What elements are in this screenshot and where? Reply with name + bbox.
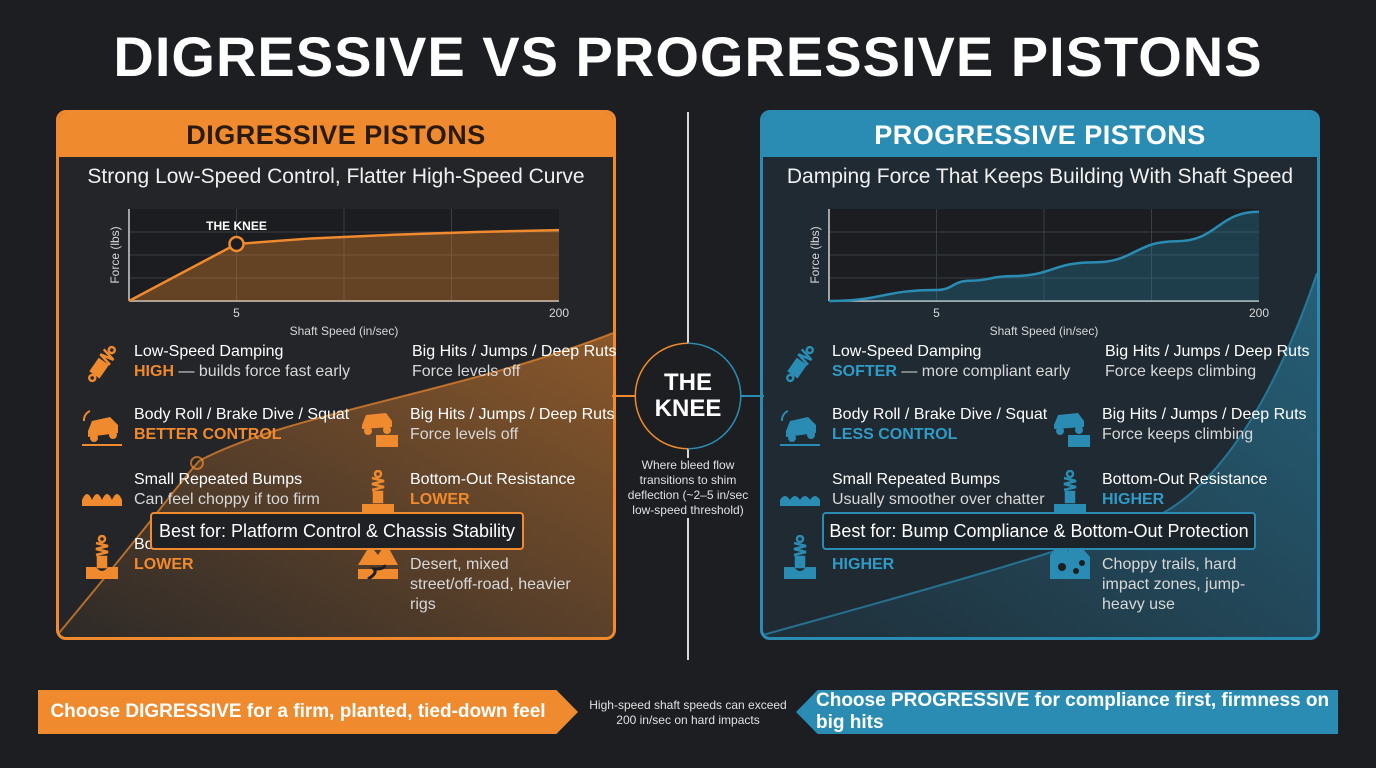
feature-highlight: LESS CONTROL	[832, 426, 958, 443]
feature-value: Force keeps climbing	[1105, 363, 1257, 380]
feature-value: Can feel choppy if too firm	[134, 491, 320, 508]
feature-highlight: SOFTER	[832, 363, 897, 380]
series-line	[828, 210, 1260, 303]
feature-highlight: HIGHER	[832, 556, 895, 573]
feature-value: — more compliant early	[896, 363, 1071, 380]
best-for-digressive: Best for: Platform Control & Chassis Sta…	[150, 512, 524, 550]
x-tick-label: 200	[1249, 306, 1269, 320]
feature-value: Force levels off	[412, 363, 521, 380]
feature-value: Choppy trails, hard impact zones, jump-h…	[1102, 556, 1246, 613]
knee-note: Where bleed flow transitions to shim def…	[620, 458, 756, 518]
feature-title: Body Roll / Brake Dive / Squat	[134, 406, 350, 423]
feature-value: Force keeps climbing	[1102, 426, 1254, 443]
feature-title: Small Repeated Bumps	[134, 471, 303, 488]
progressive-header: PROGRESSIVE PISTONS	[763, 113, 1317, 157]
y-axis-label: Force (lbs)	[808, 226, 822, 283]
feature-value: Force levels off	[410, 426, 519, 443]
knee-marker	[228, 235, 245, 253]
feature-low-speed-damping-right: Low-Speed Damping SOFTER — more complian…	[778, 342, 1070, 386]
x-tick-label: 5	[233, 306, 240, 320]
page-title: DIGRESSIVE VS PROGRESSIVE PISTONS	[113, 25, 1263, 88]
feature-highlight: LOWER	[410, 491, 470, 508]
feature-body-roll-left: Body Roll / Brake Dive / Squat BETTER CO…	[80, 405, 349, 449]
feature-value: Desert, mixed street/off-road, heavier r…	[410, 556, 571, 613]
bumps-icon	[780, 496, 820, 506]
feature-title: Low-Speed Damping	[134, 343, 284, 360]
shock-absorber-icon	[785, 345, 815, 383]
best-for-progressive: Best for: Bump Compliance & Bottom-Out P…	[822, 512, 1256, 550]
car-tilt-icon	[780, 410, 820, 446]
feature-title: Bottom-Out Resistance	[410, 471, 576, 488]
choose-digressive-banner: Choose DIGRESSIVE for a firm, planted, t…	[38, 690, 578, 734]
rocky-terrain-icon	[1050, 541, 1090, 579]
shock-bottom-icon	[784, 535, 816, 579]
car-tilt-icon	[82, 410, 122, 446]
high-speed-note: High-speed shaft speeds can exceed 200 i…	[589, 698, 787, 727]
feature-highlight: HIGH	[134, 363, 174, 380]
bumps-icon	[82, 494, 122, 506]
feature-title: Big Hits / Jumps / Deep Ruts	[1102, 406, 1307, 423]
shock-absorber-icon	[87, 345, 117, 383]
feature-title: Small Repeated Bumps	[832, 471, 1001, 488]
x-tick-label: 5	[933, 306, 940, 320]
series-line	[128, 228, 560, 303]
x-axis-label: Shaft Speed (in/sec)	[990, 324, 1099, 338]
feature-highlight: HIGHER	[1102, 491, 1165, 508]
digressive-header: DIGRESSIVE PISTONS	[59, 113, 613, 157]
feature-title: Bottom-Out Resistance	[1102, 471, 1268, 488]
choose-progressive-banner: Choose PROGRESSIVE for compliance first,…	[796, 690, 1338, 734]
x-tick-label: 200	[549, 306, 569, 320]
knee-label-line2: KNEE	[654, 395, 722, 422]
feature-title: Low-Speed Damping	[832, 343, 982, 360]
feature-title: Body Roll / Brake Dive / Squat	[832, 406, 1048, 423]
feature-big-hits-left-1: Big Hits / Jumps / Deep Ruts Force level…	[412, 342, 617, 382]
feature-bottom-out-left-1: Bottom-Out Resistance LOWER	[356, 470, 575, 514]
shock-bottom-icon	[1054, 470, 1086, 512]
feature-title: Big Hits / Jumps / Deep Ruts	[410, 406, 615, 423]
y-axis-label: Force (lbs)	[108, 226, 122, 283]
x-axis-label: Shaft Speed (in/sec)	[290, 324, 399, 338]
shock-bottom-icon	[86, 535, 118, 579]
feature-body-roll-right: Body Roll / Brake Dive / Squat LESS CONT…	[778, 405, 1047, 449]
series-area	[829, 211, 1259, 301]
digressive-subtitle: Strong Low-Speed Control, Flatter High-S…	[87, 165, 585, 188]
knee-label-line1: THE	[664, 369, 712, 396]
knee-badge: THE KNEE	[636, 344, 740, 448]
feature-bottom-out-right-1: Bottom-Out Resistance HIGHER	[1048, 470, 1267, 514]
progressive-force-chart: 5 200 Shaft Speed (in/sec) Force (lbs)	[808, 209, 1269, 338]
digressive-force-chart: 5 200 Shaft Speed (in/sec) Force (lbs) THE K…	[108, 209, 569, 338]
progressive-subtitle: Damping Force That Keeps Building With S…	[786, 165, 1294, 188]
feature-small-bumps-right: Small Repeated Bumps Usually smoother ov…	[778, 470, 1045, 514]
feature-big-hits-left-2: Big Hits / Jumps / Deep Ruts Force level…	[356, 405, 615, 449]
jeep-ramp-icon	[1054, 413, 1090, 447]
feature-value: Usually smoother over chatter	[832, 491, 1045, 508]
jeep-ramp-icon	[362, 413, 398, 447]
feature-big-hits-right-1: Big Hits / Jumps / Deep Ruts Force keeps…	[1105, 342, 1310, 382]
feature-big-hits-right-2: Big Hits / Jumps / Deep Ruts Force keeps…	[1048, 405, 1307, 449]
knee-annotation: THE KNEE	[206, 219, 267, 233]
feature-title: Big Hits / Jumps / Deep Ruts	[412, 343, 617, 360]
feature-highlight: LOWER	[134, 556, 194, 573]
feature-value: — builds force fast early	[174, 363, 351, 380]
feature-title: Big Hits / Jumps / Deep Ruts	[1105, 343, 1310, 360]
feature-small-bumps-left: Small Repeated Bumps Can feel choppy if …	[80, 470, 320, 514]
feature-low-speed-damping-left: Low-Speed Damping HIGH — builds force fa…	[80, 342, 350, 386]
shock-bottom-icon	[362, 470, 394, 512]
feature-highlight: BETTER CONTROL	[134, 426, 282, 443]
